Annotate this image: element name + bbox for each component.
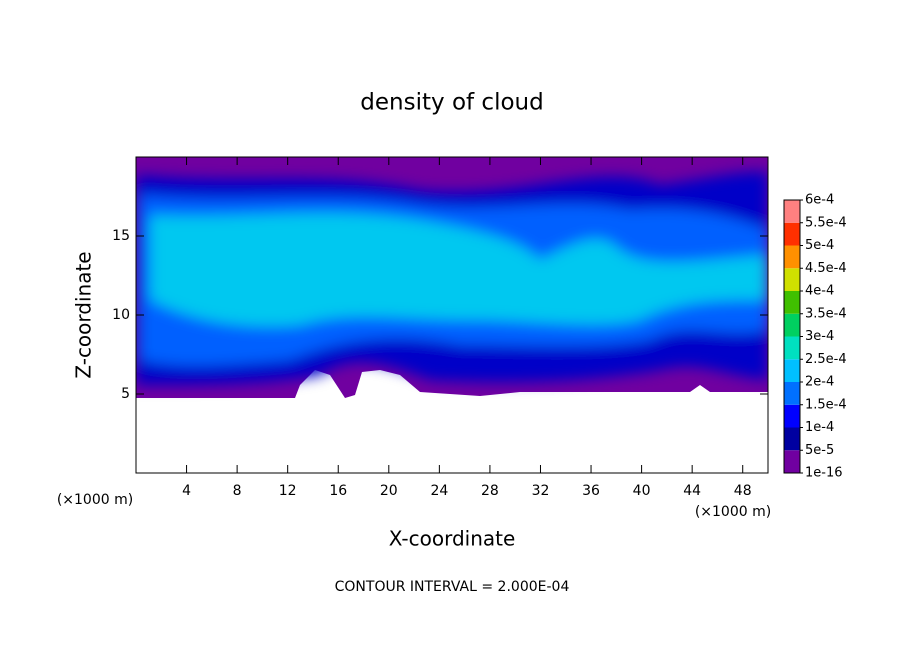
colorbar-label: 1e-16 [805, 466, 843, 481]
x-unit-label: (×1000 m) [57, 492, 133, 508]
x-tick-label: 36 [582, 483, 600, 499]
annotation: CONTOUR INTERVAL = 2.000E-04 [335, 579, 570, 595]
x-unit-label: (×1000 m) [695, 504, 771, 520]
x-tick-label: 20 [380, 483, 398, 499]
colorbar-band [784, 291, 800, 314]
colorbar-label: 4.5e-4 [805, 261, 847, 276]
colorbar-band [784, 450, 800, 473]
colorbar-band [784, 222, 800, 246]
colorbar-band [784, 313, 800, 337]
colorbar-label: 5.5e-4 [805, 215, 847, 230]
colorbar-label: 4e-4 [805, 284, 834, 299]
colorbar-label: 5e-5 [805, 443, 834, 458]
x-tick-label: 16 [329, 483, 347, 499]
colorbar-band [784, 382, 800, 405]
colorbar-band [784, 404, 800, 428]
colorbar-band [784, 268, 800, 291]
colorbar-label: 3e-4 [805, 329, 834, 344]
colorbar-band [784, 427, 800, 451]
y-axis-label: Z-coordinate [72, 251, 96, 378]
colorbar-label: 5e-4 [805, 238, 834, 253]
colorbar-label: 6e-4 [805, 193, 834, 208]
y-tick-label: 15 [112, 228, 130, 244]
chart-title: density of cloud [360, 90, 543, 116]
contour-field [136, 157, 768, 398]
x-tick-label: 28 [481, 483, 499, 499]
x-tick-label: 12 [279, 483, 297, 499]
x-tick-label: 4 [182, 483, 191, 499]
colorbar-band [784, 336, 800, 360]
x-axis-label: X-coordinate [389, 527, 516, 551]
x-tick-label: 8 [233, 483, 242, 499]
colorbar-label: 3.5e-4 [805, 306, 847, 321]
y-tick-label: 5 [121, 386, 130, 402]
colorbar-label: 1e-4 [805, 420, 834, 435]
colorbar-band [784, 359, 800, 382]
colorbar-label: 2.5e-4 [805, 352, 847, 367]
colorbar-label: 2e-4 [805, 375, 834, 390]
colorbar-band [784, 200, 800, 223]
x-tick-label: 40 [633, 483, 651, 499]
x-tick-label: 48 [734, 483, 752, 499]
y-tick-label: 10 [112, 307, 130, 323]
colorbar-band [784, 245, 800, 269]
x-tick-label: 44 [683, 483, 701, 499]
colorbar-label: 1.5e-4 [805, 397, 847, 412]
x-tick-label: 32 [532, 483, 550, 499]
x-tick-label: 24 [430, 483, 448, 499]
cloud-layer-cyan [150, 213, 768, 327]
